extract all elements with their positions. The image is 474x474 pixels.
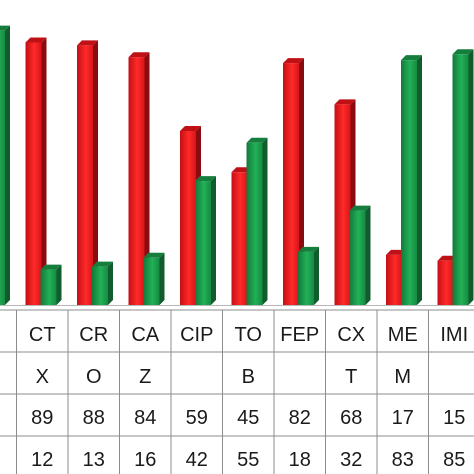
- category-label-line1: TO: [235, 324, 262, 346]
- data-label: 55: [237, 449, 259, 471]
- bar-green-7-front: [349, 210, 366, 305]
- bar-green-2: [92, 261, 113, 305]
- category-label-line1: CR: [79, 324, 108, 346]
- bar-green-9: [452, 49, 474, 305]
- bar-green-4-side: [211, 176, 216, 305]
- bar-green-9-side: [468, 49, 474, 305]
- bar-green-5: [246, 137, 268, 305]
- bar-green-6-front: [298, 251, 314, 305]
- category-label-line2: T: [345, 366, 357, 388]
- category-label-line2: B: [242, 366, 255, 388]
- bar-red-1-top: [25, 37, 47, 43]
- bar-green-2-top: [92, 261, 113, 267]
- bar-red-6-front: [283, 63, 299, 305]
- bar-green-7: [349, 205, 371, 305]
- category-label-line2: X: [36, 366, 49, 388]
- bar-green-2-front: [92, 266, 108, 305]
- data-label: 16: [134, 449, 156, 471]
- bar-red-1-side: [41, 37, 47, 305]
- bar-red-4-front: [180, 130, 196, 305]
- bar-red-8-front: [386, 254, 402, 305]
- bar-red-3-top: [128, 52, 150, 58]
- category-label-line1: CT: [29, 324, 56, 346]
- data-label: 15: [443, 407, 465, 429]
- data-label: 12: [31, 449, 53, 471]
- category-label-line1: FEP: [280, 324, 319, 346]
- bar-green-7-side: [365, 205, 371, 305]
- bar-red-2-side: [93, 40, 98, 306]
- data-label: 13: [83, 449, 105, 471]
- data-label: 82: [289, 407, 311, 429]
- bar-green-8-side: [417, 55, 422, 306]
- bar-red-9-front: [437, 260, 454, 305]
- bar-partial-0: [0, 25, 10, 306]
- category-label-line1: IMI: [440, 324, 468, 346]
- data-label: 68: [340, 407, 362, 429]
- data-label: 89: [31, 407, 53, 429]
- bar-green-8: [401, 55, 422, 306]
- data-label: 85: [443, 449, 465, 471]
- bar-green-6: [298, 246, 319, 305]
- bar-green-1-top: [40, 264, 62, 270]
- bar-red-1-front: [25, 42, 42, 305]
- bar-green-3-front: [143, 257, 160, 305]
- bar-green-3-top: [143, 252, 165, 258]
- bar-green-4: [195, 176, 216, 305]
- bar-green-3-side: [159, 252, 165, 305]
- bar-green-9-front: [452, 54, 469, 305]
- bar-red-3: [128, 52, 150, 306]
- bars-layer: [0, 25, 474, 306]
- bar-red-4-top: [180, 125, 201, 131]
- data-label: 83: [392, 449, 414, 471]
- category-label-line2: Z: [139, 366, 151, 388]
- bar-green-7-top: [349, 205, 371, 211]
- bar-red-5-front: [231, 172, 248, 305]
- bar-red-3-side: [144, 52, 150, 306]
- bar-green-4-top: [195, 176, 216, 182]
- bar-red-7-top: [334, 99, 356, 105]
- bar-green-8-top: [401, 55, 422, 61]
- bar-green-8-front: [401, 60, 417, 306]
- category-label-line1: CA: [131, 324, 159, 346]
- data-label: 17: [392, 407, 414, 429]
- bar-green-4-front: [195, 181, 211, 305]
- category-label-line2: O: [86, 366, 102, 388]
- bar-green-6-top: [298, 246, 319, 252]
- data-label: 59: [186, 407, 208, 429]
- bar-green-5-top: [246, 137, 268, 143]
- category-label-line1: CIP: [180, 324, 213, 346]
- bar-red-7-front: [334, 104, 351, 306]
- bar-green-2-side: [108, 261, 113, 305]
- data-label: 88: [83, 407, 105, 429]
- bar-partial-0-front: [0, 30, 5, 306]
- bar-green-9-top: [452, 49, 474, 55]
- bar-red-2-front: [77, 45, 93, 306]
- bar-red-6-side: [299, 58, 304, 305]
- bar-partial-0-side: [5, 25, 10, 306]
- category-label-line2: M: [394, 366, 411, 388]
- category-label-line1: ME: [388, 324, 418, 346]
- bar-green-3: [143, 252, 165, 305]
- bar-green-6-side: [314, 246, 319, 305]
- data-label: 84: [134, 407, 156, 429]
- data-label: 42: [186, 449, 208, 471]
- bar-red-6-top: [283, 58, 304, 64]
- bar-green-1-front: [40, 269, 57, 305]
- bar-red-2: [77, 40, 98, 306]
- category-label-line1: CX: [337, 324, 365, 346]
- bar-red-2-top: [77, 40, 98, 46]
- bar-green-1-side: [56, 264, 62, 305]
- bar-red-6: [283, 58, 304, 305]
- bar-green-1: [40, 264, 62, 305]
- data-label: 32: [340, 449, 362, 471]
- data-table: ICTX8912CRO8813CAZ8416CIP5942TOB4555FEP8…: [0, 309, 474, 474]
- bar-green-5-side: [262, 137, 268, 305]
- bar-green-5-front: [246, 142, 263, 305]
- bar-red-1: [25, 37, 47, 305]
- bar-red-3-front: [128, 57, 145, 306]
- data-label: 18: [289, 449, 311, 471]
- bar-partial-0-top: [0, 25, 10, 31]
- data-label: 45: [237, 407, 259, 429]
